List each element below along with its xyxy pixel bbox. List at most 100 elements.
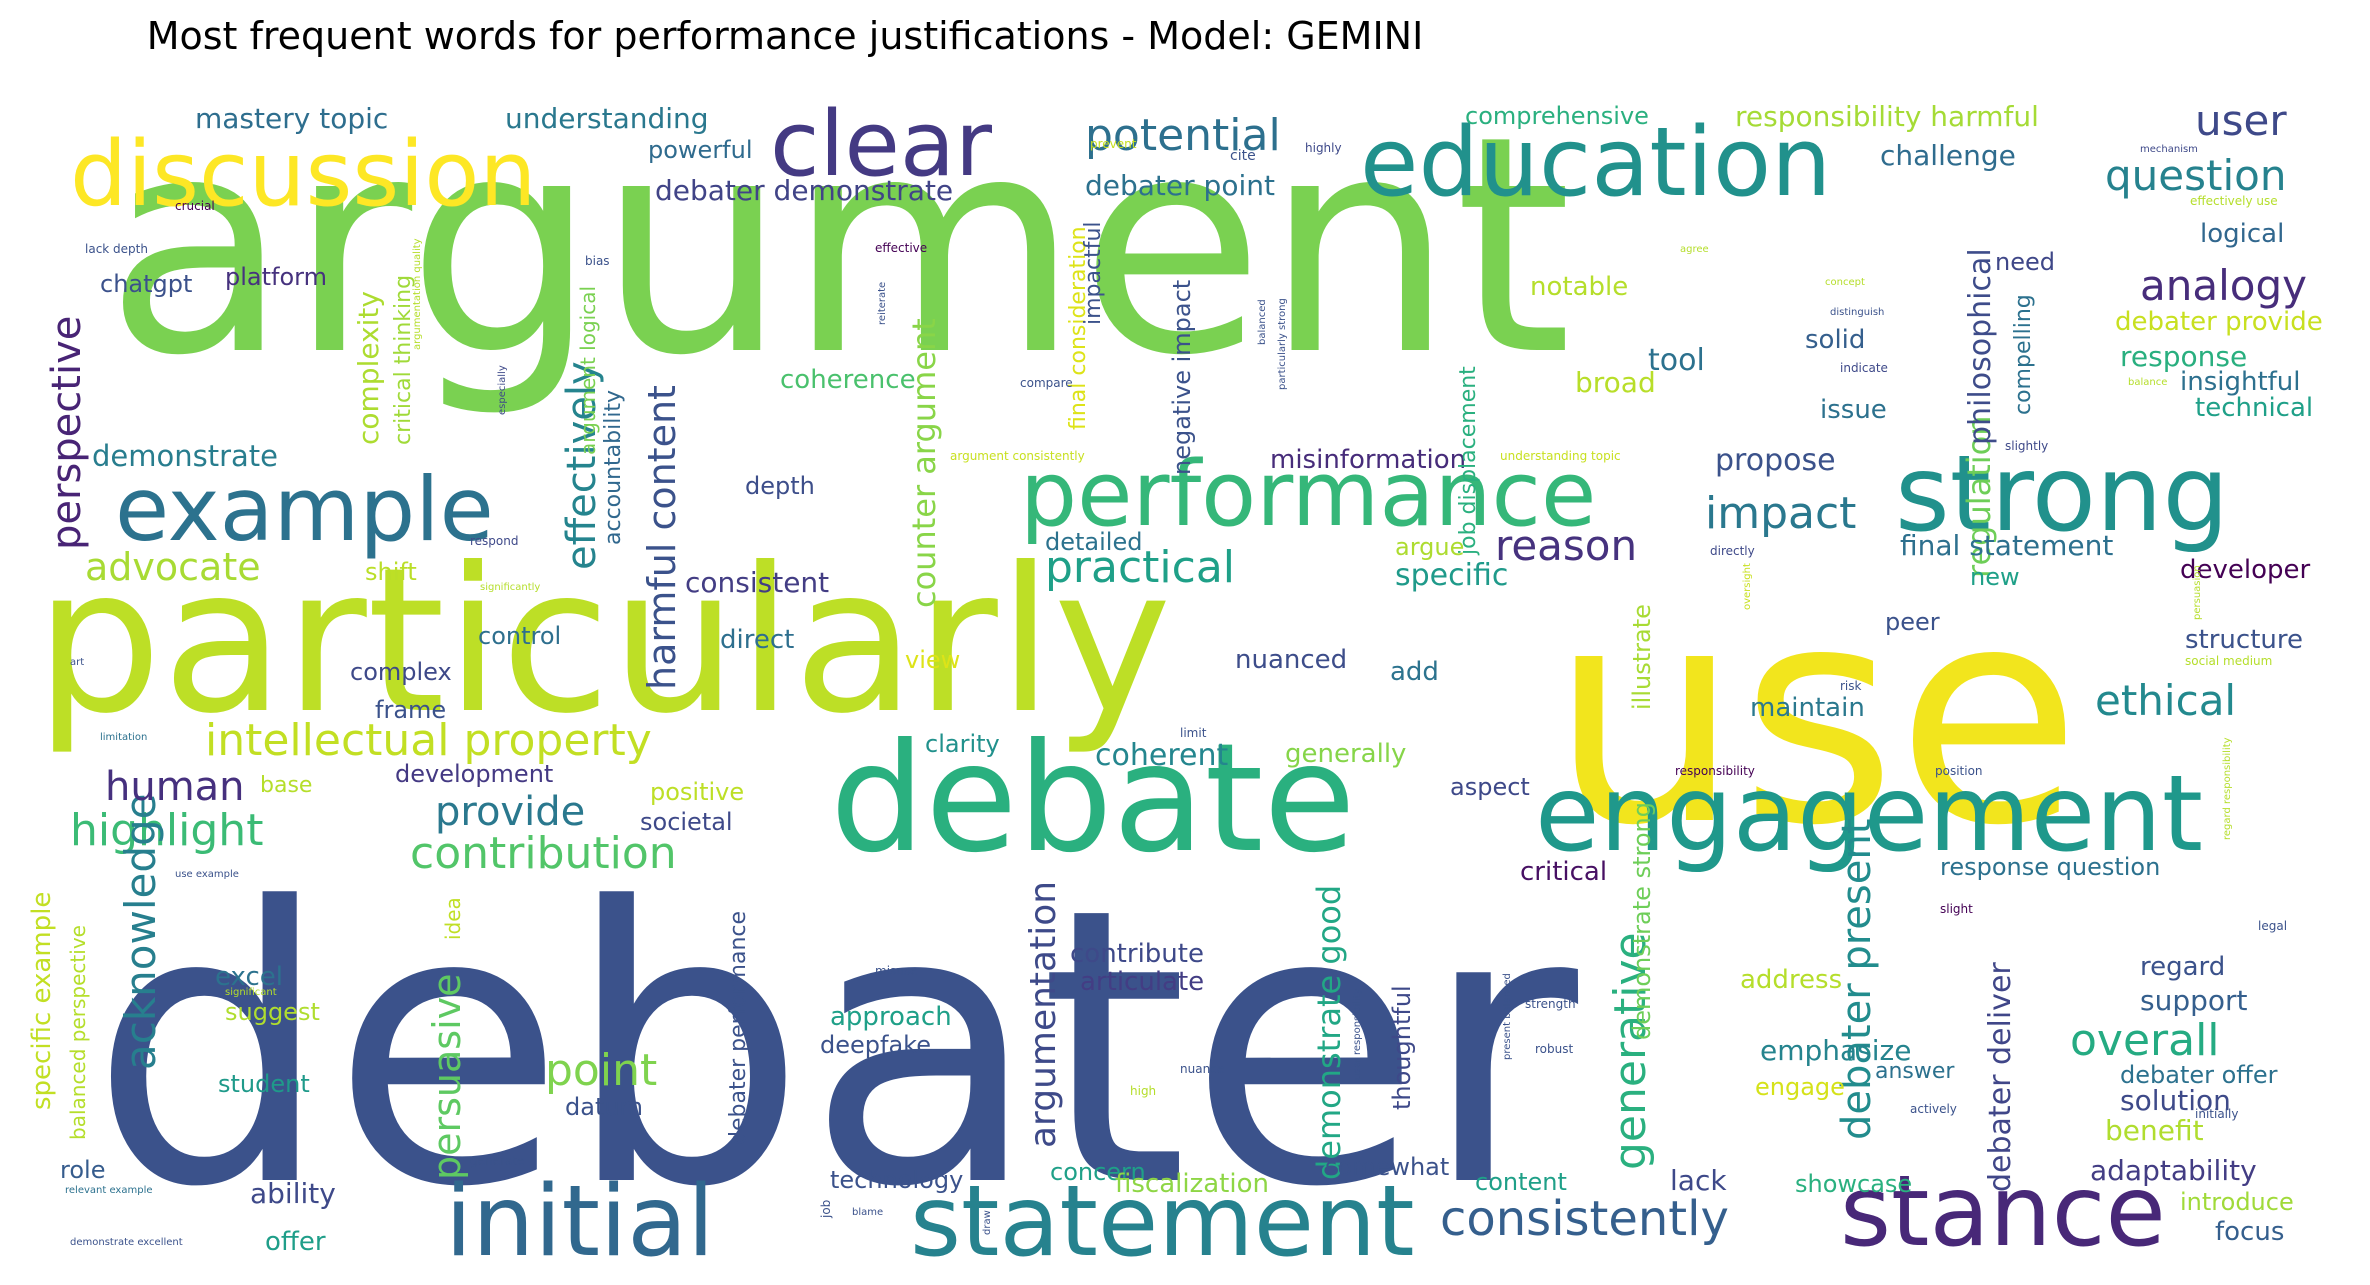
word-engagement: engagement	[1535, 753, 2203, 875]
word-generative: generative	[1605, 932, 1656, 1170]
word-draw: draw	[982, 1210, 993, 1235]
word-user-responsibility: user responsibility	[1352, 988, 1363, 1080]
word-stance: stance	[1840, 1155, 2166, 1269]
word-introduce: introduce	[2180, 1188, 2294, 1216]
word-slight: slight	[1940, 902, 1973, 916]
word-intellectual-property: intellectual property	[205, 715, 652, 766]
word-practical: practical	[1045, 542, 1235, 593]
word-strong: strong	[1895, 433, 2229, 555]
word-suggest: suggest	[225, 998, 320, 1026]
word-argue: argue	[1395, 533, 1464, 561]
word-argument-logical: argument logical	[576, 286, 600, 455]
word-solution: solution	[2120, 1084, 2231, 1117]
word-notable: notable	[1530, 272, 1628, 302]
word-peer: peer	[1885, 608, 1940, 636]
word-powerful: powerful	[648, 136, 753, 164]
word-potential: potential	[1085, 110, 1281, 161]
word-control: control	[478, 622, 561, 650]
word-content: content	[1475, 1168, 1567, 1196]
word-shift: shift	[365, 558, 417, 586]
word-argumentation: argumentation	[1023, 881, 1064, 1148]
word-example: example	[115, 458, 494, 561]
word-particularly-strong: particularly strong	[1277, 298, 1288, 390]
word-regard-responsibility: regard responsibility	[2222, 737, 2233, 840]
word-mastery-topic: mastery topic	[195, 102, 388, 135]
word-understanding: understanding	[505, 102, 709, 135]
word-argument-consistently: argument consistently	[950, 449, 1085, 463]
word-datum: datum	[565, 1093, 643, 1121]
word-overall: overall	[2070, 1015, 2220, 1066]
word-final-consideration: final consideration	[1066, 226, 1091, 430]
word-especially: especially	[497, 365, 508, 415]
word-highlight: highlight	[70, 805, 263, 856]
word-initially: initially	[2195, 1107, 2238, 1121]
word-positive: positive	[650, 778, 744, 806]
word-view: view	[905, 646, 960, 674]
word-fiscalization: fiscalization	[1115, 1169, 1269, 1199]
word-initial: initial	[445, 1165, 715, 1279]
word-excel: excel	[215, 962, 283, 992]
word-debater-offer: debater offer	[2120, 1061, 2278, 1089]
word-insightful: insightful	[2180, 367, 2301, 397]
word-nuance: nuance	[1180, 1062, 1224, 1076]
word-balanced: balanced	[1257, 299, 1268, 345]
word-ethical: ethical	[2095, 676, 2236, 725]
word-coherent: coherent	[1095, 738, 1228, 773]
word-position: position	[1935, 764, 1983, 778]
word-approach: approach	[830, 1002, 952, 1032]
word-demonstrate-good: demonstrate good	[1310, 885, 1348, 1180]
word-demonstrate-excellent: demonstrate excellent	[70, 1237, 183, 1248]
word-maintain: maintain	[1750, 693, 1865, 723]
word-job-displacement: job displacement	[1456, 366, 1481, 556]
word-crucial: crucial	[175, 199, 215, 213]
word-actively: actively	[1910, 1102, 1957, 1116]
word-impact: impact	[1705, 488, 1856, 539]
word-aspect: aspect	[1450, 773, 1530, 801]
word-illustrate: illustrate	[1628, 604, 1656, 710]
word-regulation: regulation	[1960, 415, 1998, 578]
word-ability: ability	[250, 1177, 336, 1210]
word-support: support	[2140, 984, 2248, 1017]
word-art: art	[70, 657, 84, 668]
word-somewhat: somewhat	[1325, 1153, 1449, 1181]
word-regard: regard	[2140, 952, 2225, 982]
word-use-example: use example	[175, 869, 239, 880]
word-complex: complex	[350, 658, 452, 686]
word-effectively: effectively	[559, 361, 605, 570]
word-limitation: limitation	[100, 732, 147, 743]
word-chatgpt: chatgpt	[100, 270, 192, 298]
word-high: high	[1130, 1084, 1156, 1098]
word-student: student	[218, 1070, 310, 1098]
word-social-medium: social medium	[2185, 654, 2272, 668]
word-impactful: impactful	[1081, 221, 1106, 325]
word-compelling: compelling	[2011, 294, 2036, 415]
word-agree: agree	[1680, 244, 1709, 255]
word-user: user	[2195, 96, 2287, 145]
word-particularly: particularly	[35, 525, 1172, 758]
word-contribution: contribution	[410, 828, 677, 879]
word-effective: effective	[875, 241, 927, 255]
word-misuse: misuse	[875, 964, 918, 978]
word-bias: bias	[585, 254, 610, 268]
word-relevant-example: relevant example	[65, 1185, 153, 1196]
word-benefit: benefit	[2105, 1114, 2204, 1147]
word-philosophical: philosophical	[1963, 248, 1998, 445]
word-job: job	[819, 1200, 833, 1219]
word-persuasive: persuasive	[425, 973, 469, 1180]
word-challenge: challenge	[1880, 139, 2016, 172]
word-accountability: accountability	[601, 390, 626, 545]
word-solid: solid	[1805, 325, 1865, 355]
word-acknowledge: acknowledge	[116, 794, 165, 1071]
word-point: point	[545, 1045, 657, 1096]
word-showcase: showcase	[1795, 1170, 1912, 1198]
word-logical: logical	[2200, 219, 2284, 249]
word-emphasize: emphasize	[1760, 1034, 1911, 1067]
word-broad: broad	[1575, 366, 1656, 399]
word-oversight: oversight	[1742, 563, 1753, 610]
word-concept: concept	[1825, 277, 1865, 288]
word-highly: highly	[1305, 141, 1342, 155]
word-technology: technology	[830, 1166, 963, 1194]
word-perspective: perspective	[44, 316, 90, 550]
word-critical: critical	[1520, 857, 1607, 887]
word-response-question: response question	[1940, 853, 2160, 881]
